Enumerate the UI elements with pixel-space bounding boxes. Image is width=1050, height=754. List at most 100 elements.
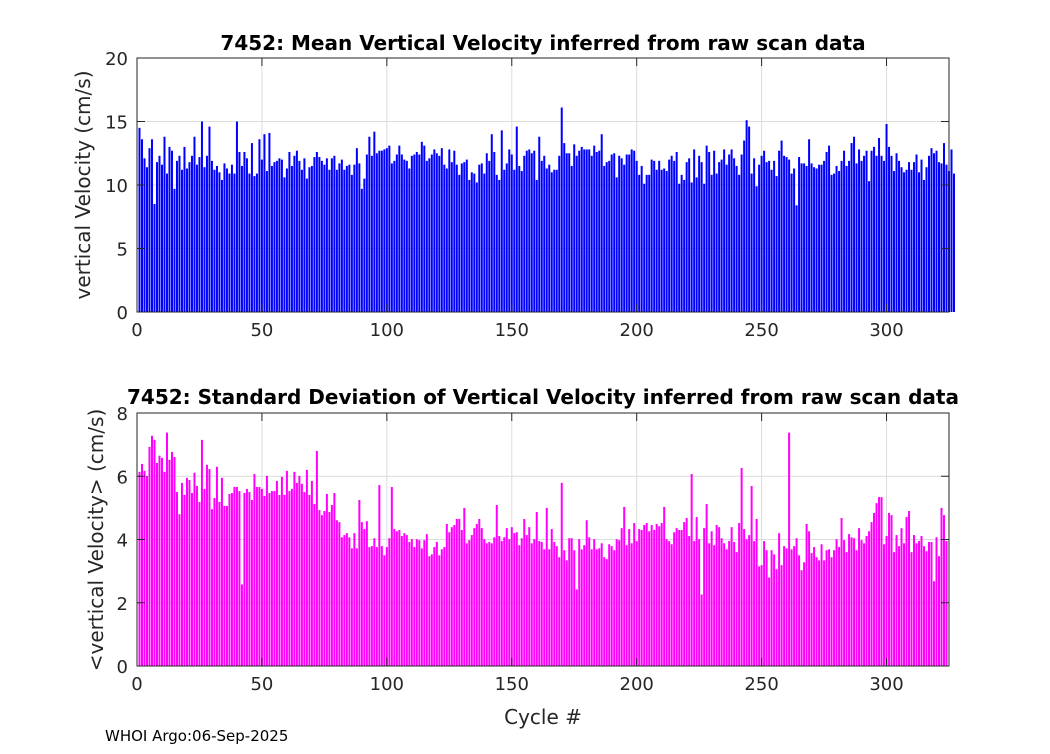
bottom-bar xyxy=(550,529,553,666)
bottom-bar xyxy=(718,527,721,666)
bottom-bar xyxy=(508,539,511,666)
bottom-bar xyxy=(318,510,321,666)
top-x-tick-label: 50 xyxy=(250,320,273,341)
top-bar xyxy=(468,179,471,312)
bottom-bar xyxy=(938,556,941,666)
top-bar xyxy=(705,145,708,312)
top-bar xyxy=(418,154,421,312)
bottom-bar xyxy=(945,541,948,666)
bottom-x-tick-label: 250 xyxy=(744,674,778,695)
top-bar xyxy=(348,164,351,312)
top-bar xyxy=(893,171,896,312)
top-bar xyxy=(855,163,858,312)
top-bar xyxy=(830,174,833,312)
top-bar xyxy=(773,160,776,312)
top-bar xyxy=(333,155,336,312)
bottom-bar xyxy=(838,547,841,666)
top-bar xyxy=(755,186,758,312)
bottom-bar xyxy=(523,518,526,666)
top-x-tick-label: 0 xyxy=(131,320,142,341)
top-bar xyxy=(815,168,818,312)
top-bar xyxy=(385,148,388,312)
top-bar xyxy=(528,149,531,312)
bottom-bar xyxy=(580,549,583,666)
top-bar xyxy=(918,172,921,312)
top-bar xyxy=(935,150,938,312)
bottom-bar xyxy=(405,535,408,666)
top-bar xyxy=(928,155,931,312)
bottom-bar xyxy=(195,486,198,666)
bottom-bar xyxy=(313,504,316,666)
top-bar xyxy=(655,169,658,312)
top-bar xyxy=(395,154,398,312)
bottom-bar xyxy=(200,439,203,666)
top-bar xyxy=(568,153,571,312)
top-bar xyxy=(338,163,341,312)
top-bar xyxy=(508,149,511,312)
bottom-bar xyxy=(900,528,903,666)
top-bar xyxy=(275,160,278,312)
top-chart-title: 7452: Mean Vertical Velocity inferred fr… xyxy=(220,31,865,55)
top-bar xyxy=(193,136,196,312)
top-bar xyxy=(410,155,413,312)
bottom-bar xyxy=(535,511,538,666)
bottom-bar xyxy=(648,531,651,666)
top-bar xyxy=(718,162,721,312)
top-bar xyxy=(803,163,806,312)
top-bar xyxy=(290,165,293,312)
top-bar xyxy=(910,169,913,312)
bottom-bar xyxy=(693,541,696,666)
bottom-bar xyxy=(428,556,431,666)
bottom-bar xyxy=(620,528,623,666)
bottom-bar xyxy=(593,539,596,666)
top-bar xyxy=(708,151,711,312)
top-x-tick-label: 250 xyxy=(744,320,778,341)
bottom-bar xyxy=(360,522,363,666)
bottom-bar xyxy=(663,506,666,666)
top-bar xyxy=(680,174,683,312)
bottom-bar xyxy=(768,577,771,666)
bottom-bar xyxy=(553,542,556,666)
bottom-bar xyxy=(293,471,296,666)
bottom-bar xyxy=(208,468,211,666)
bottom-bar xyxy=(745,539,748,666)
bottom-bar xyxy=(393,529,396,666)
top-bar xyxy=(890,155,893,312)
top-bar xyxy=(570,165,573,312)
top-bar xyxy=(518,165,521,312)
bottom-bar xyxy=(678,530,681,666)
bottom-bar xyxy=(470,535,473,666)
bottom-bar xyxy=(905,517,908,666)
bottom-bar xyxy=(283,494,286,666)
top-bar xyxy=(635,160,638,312)
bottom-bar xyxy=(835,539,838,666)
top-bar xyxy=(295,150,298,312)
bottom-bar xyxy=(753,541,756,666)
bottom-bar xyxy=(480,528,483,666)
top-bar xyxy=(913,162,916,312)
top-bar xyxy=(438,155,441,312)
bottom-bar xyxy=(898,546,901,666)
top-bar xyxy=(765,162,768,312)
top-bar xyxy=(950,149,953,312)
bottom-bar xyxy=(563,550,566,666)
bottom-bar xyxy=(573,550,576,666)
bottom-bar xyxy=(495,505,498,666)
bottom-bar xyxy=(423,540,426,666)
bottom-bar xyxy=(270,491,273,666)
bottom-bar xyxy=(290,488,293,666)
top-bar xyxy=(218,172,221,312)
bottom-bar xyxy=(383,555,386,666)
bottom-bar xyxy=(348,537,351,666)
top-bar xyxy=(840,160,843,312)
bottom-bar xyxy=(513,533,516,666)
top-bar xyxy=(548,164,551,312)
top-bar xyxy=(888,146,891,312)
bottom-bar xyxy=(503,537,506,666)
bottom-bar xyxy=(895,535,898,666)
top-bar xyxy=(725,164,728,312)
bottom-bar xyxy=(695,517,698,666)
top-bar xyxy=(328,169,331,312)
top-bar xyxy=(530,153,533,312)
bottom-bar xyxy=(198,501,201,666)
